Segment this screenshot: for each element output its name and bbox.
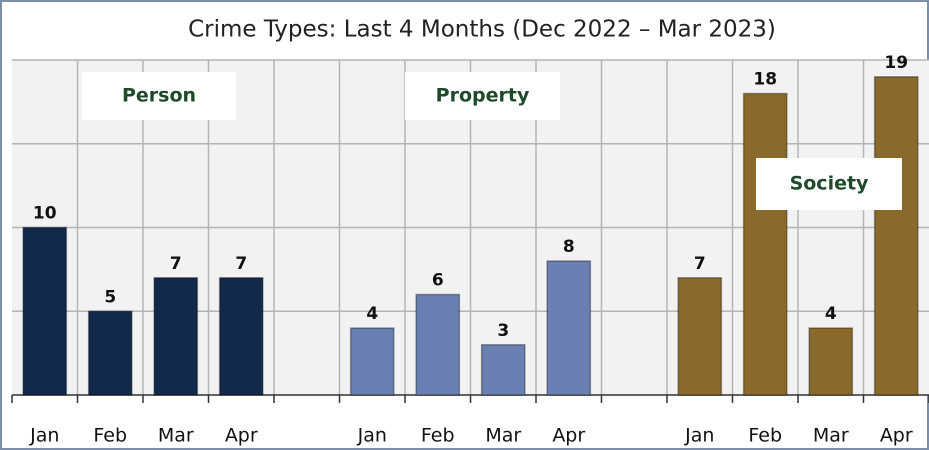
bar bbox=[218, 277, 264, 396]
x-tick-label: Apr bbox=[880, 425, 913, 447]
bar bbox=[808, 327, 854, 396]
x-tick-label: Jan bbox=[357, 425, 387, 447]
value-label: 10 bbox=[33, 204, 57, 224]
bar bbox=[349, 327, 395, 396]
x-tick-label: Feb bbox=[421, 425, 455, 447]
bar bbox=[87, 310, 133, 396]
x-tick-label: Apr bbox=[552, 425, 585, 447]
bar bbox=[742, 92, 788, 396]
x-tick-label: Jan bbox=[684, 425, 714, 447]
bar bbox=[546, 260, 592, 396]
value-label: 3 bbox=[497, 321, 509, 341]
bar bbox=[873, 76, 919, 396]
x-tick-label: Mar bbox=[485, 425, 521, 447]
group-label: Society bbox=[790, 173, 869, 195]
x-tick-label: Mar bbox=[813, 425, 849, 447]
group-label-box bbox=[405, 72, 560, 120]
group-label: Property bbox=[436, 85, 530, 107]
value-label: 6 bbox=[432, 271, 444, 291]
bar bbox=[480, 344, 526, 396]
value-label: 7 bbox=[235, 254, 247, 274]
x-tick-label: Jan bbox=[29, 425, 59, 447]
x-tick-label: Feb bbox=[748, 425, 782, 447]
bar bbox=[153, 277, 199, 396]
bar bbox=[415, 293, 461, 396]
value-label: 7 bbox=[170, 254, 182, 274]
x-tick-label: Feb bbox=[93, 425, 127, 447]
value-label: 18 bbox=[753, 70, 777, 90]
x-tick-label: Mar bbox=[158, 425, 194, 447]
group-label-box bbox=[82, 72, 236, 120]
x-tick-label: Apr bbox=[225, 425, 258, 447]
group-label: Person bbox=[122, 85, 196, 107]
value-label: 19 bbox=[884, 53, 908, 73]
value-label: 5 bbox=[104, 287, 116, 307]
bar bbox=[22, 226, 68, 396]
chart-title: Crime Types: Last 4 Months (Dec 2022 – M… bbox=[188, 17, 776, 43]
value-label: 4 bbox=[366, 304, 378, 324]
value-label: 4 bbox=[825, 304, 837, 324]
bar bbox=[677, 277, 723, 396]
value-label: 8 bbox=[563, 237, 575, 257]
value-label: 7 bbox=[694, 254, 706, 274]
group-label-box bbox=[756, 158, 902, 210]
